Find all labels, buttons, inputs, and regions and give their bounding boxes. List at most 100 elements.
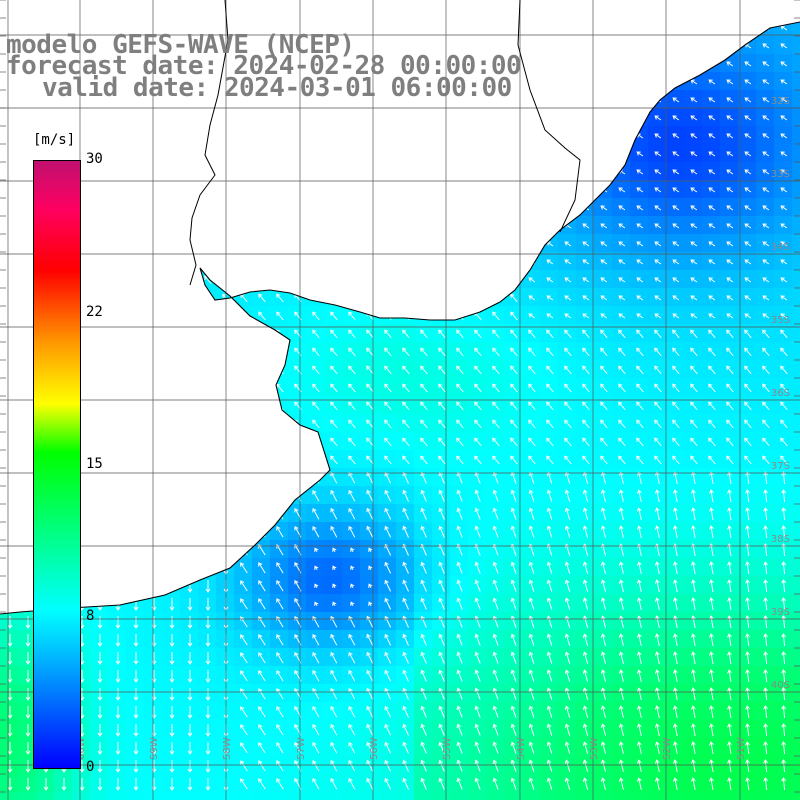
wind-arrow bbox=[330, 741, 338, 754]
wind-arrow bbox=[673, 741, 678, 754]
wind-cell bbox=[720, 504, 739, 523]
wind-arrow bbox=[474, 489, 481, 502]
wind-arrow bbox=[474, 113, 482, 123]
wind-cell bbox=[270, 252, 289, 271]
wind-arrow bbox=[492, 23, 500, 33]
lon-label: 57W bbox=[296, 737, 307, 760]
wind-arrow bbox=[528, 329, 536, 339]
wind-cell bbox=[774, 684, 793, 703]
wind-arrow bbox=[510, 113, 518, 123]
wind-arrow bbox=[618, 437, 626, 447]
wind-cell bbox=[612, 54, 631, 73]
wind-arrow bbox=[384, 437, 392, 447]
wind-arrow bbox=[204, 311, 212, 321]
wind-arrow bbox=[96, 275, 104, 285]
wind-arrow bbox=[258, 670, 266, 682]
wind-cell bbox=[612, 108, 631, 127]
wind-arrow bbox=[564, 561, 571, 574]
wind-cell bbox=[612, 720, 631, 739]
wind-cell bbox=[162, 180, 181, 199]
wind-arrow bbox=[528, 705, 535, 718]
wind-arrow bbox=[204, 490, 212, 502]
wind-arrow bbox=[654, 633, 660, 647]
wind-arrow bbox=[384, 329, 392, 339]
wind-arrow bbox=[384, 669, 392, 682]
wind-cell bbox=[108, 450, 127, 469]
wind-arrow bbox=[474, 455, 482, 465]
wind-arrow bbox=[510, 239, 518, 249]
wind-arrow bbox=[438, 185, 446, 195]
wind-arrow bbox=[763, 759, 768, 773]
wind-arrow bbox=[528, 223, 536, 229]
wind-cell bbox=[630, 522, 649, 541]
wind-arrow bbox=[276, 347, 284, 357]
wind-arrow bbox=[7, 688, 13, 701]
wind-cell bbox=[162, 468, 181, 487]
wind-arrow bbox=[474, 759, 481, 772]
wind-arrow bbox=[402, 705, 409, 718]
wind-arrow bbox=[276, 203, 284, 213]
wind-arrow bbox=[150, 221, 158, 231]
wind-arrow bbox=[763, 507, 768, 521]
wind-cell bbox=[666, 36, 685, 55]
wind-arrow bbox=[366, 651, 374, 664]
wind-cell bbox=[342, 270, 361, 289]
wind-cell bbox=[612, 738, 631, 757]
wind-cell bbox=[792, 0, 800, 19]
wind-cell bbox=[792, 288, 800, 307]
wind-cell bbox=[198, 594, 217, 613]
wind-cell bbox=[252, 360, 271, 379]
wind-cell bbox=[432, 162, 451, 181]
wind-arrow bbox=[708, 277, 716, 283]
wind-arrow bbox=[618, 295, 626, 301]
wind-cell bbox=[90, 108, 109, 127]
wind-arrow bbox=[474, 41, 482, 51]
wind-cell bbox=[360, 252, 379, 271]
wind-cell bbox=[486, 126, 505, 145]
wind-cell bbox=[18, 648, 37, 667]
wind-arrow bbox=[42, 113, 50, 123]
wind-cell bbox=[774, 792, 793, 800]
wind-arrow bbox=[780, 151, 788, 157]
wind-cell bbox=[324, 144, 343, 163]
wind-arrow bbox=[492, 705, 499, 718]
wind-cell bbox=[270, 162, 289, 181]
wind-cell bbox=[522, 72, 541, 91]
wind-arrow bbox=[564, 723, 571, 736]
country-border bbox=[189, 0, 581, 286]
wind-arrow bbox=[528, 187, 536, 193]
wind-cell bbox=[126, 252, 145, 271]
wind-arrow bbox=[186, 311, 194, 321]
wind-arrow bbox=[709, 489, 714, 502]
wind-arrow bbox=[510, 347, 518, 357]
wind-cell bbox=[684, 558, 703, 577]
wind-cell bbox=[576, 0, 595, 19]
wind-cell bbox=[162, 360, 181, 379]
wind-cell bbox=[108, 648, 127, 667]
wind-arrow bbox=[618, 241, 626, 247]
wind-arrow bbox=[348, 489, 356, 502]
wind-cell bbox=[0, 126, 19, 145]
wind-cell bbox=[90, 774, 109, 793]
wind-cell bbox=[378, 306, 397, 325]
wind-cell bbox=[558, 90, 577, 109]
wind-arrow bbox=[384, 401, 392, 411]
wind-arrow bbox=[168, 131, 176, 141]
wind-cell bbox=[126, 702, 145, 721]
wind-arrow bbox=[115, 598, 121, 611]
wind-cell bbox=[666, 22, 685, 37]
wind-arrow bbox=[402, 221, 410, 231]
wind-cell bbox=[162, 774, 181, 793]
wind-arrow bbox=[744, 347, 752, 357]
wind-cell bbox=[738, 738, 757, 757]
wind-arrow bbox=[528, 61, 536, 67]
wind-cell bbox=[126, 162, 145, 181]
wind-cell bbox=[522, 180, 541, 199]
wind-cell bbox=[648, 504, 667, 523]
wind-cell bbox=[576, 504, 595, 523]
wind-arrow bbox=[332, 565, 337, 571]
wind-arrow bbox=[636, 525, 642, 538]
wind-arrow bbox=[510, 329, 518, 339]
wind-cell bbox=[270, 126, 289, 145]
wind-arrow bbox=[654, 295, 662, 301]
